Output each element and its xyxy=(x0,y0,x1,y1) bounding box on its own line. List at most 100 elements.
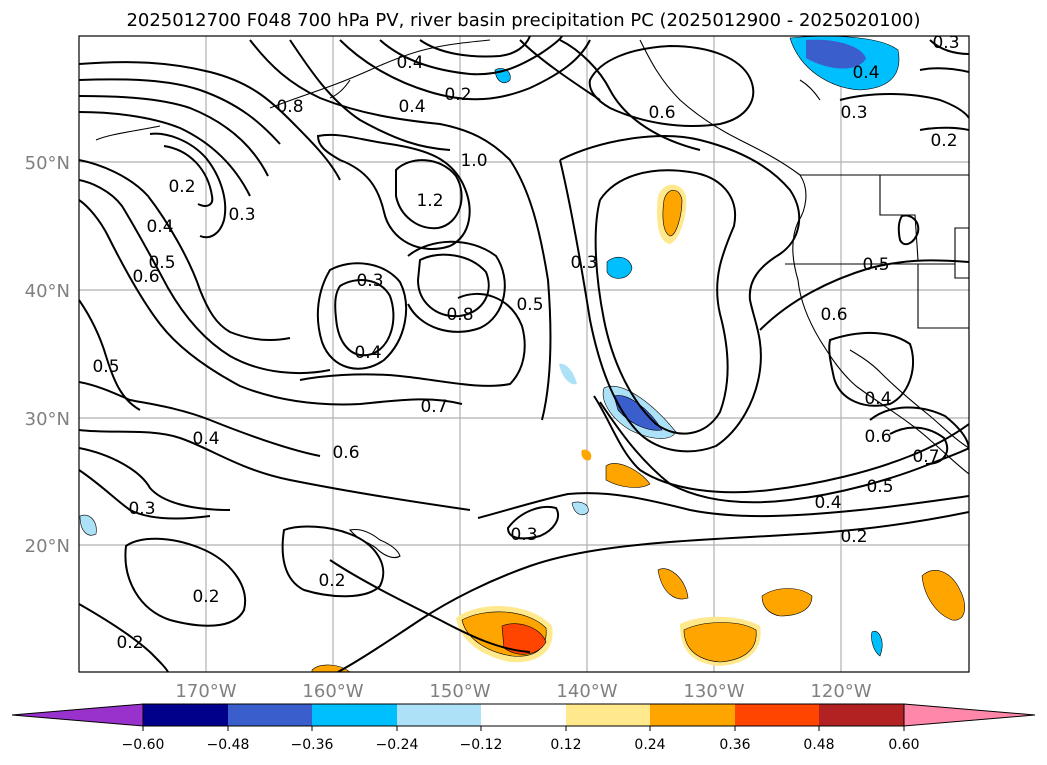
contour-line xyxy=(334,279,395,357)
contour-label: 0.4 xyxy=(146,217,173,237)
contour-line xyxy=(407,240,506,333)
contour-label: 0.4 xyxy=(354,343,381,363)
alaska-panhandle-coast xyxy=(639,39,969,475)
contour-line xyxy=(79,447,231,511)
colorbar-label: 0.60 xyxy=(888,737,919,753)
colorbar-label: −0.12 xyxy=(460,737,503,753)
contour-label: 0.3 xyxy=(228,205,255,225)
colorbar-segment xyxy=(312,704,397,726)
contour-line xyxy=(759,259,969,331)
contour-line xyxy=(889,426,949,465)
contour-label: 0.5 xyxy=(276,97,303,117)
contour-line xyxy=(869,406,969,451)
colorbar: −0.60 −0.48 −0.36 −0.24 −0.12 0.12 0.24 … xyxy=(11,703,1036,753)
colorbar-outline xyxy=(142,703,905,727)
contour-line xyxy=(828,332,915,407)
contour-line xyxy=(79,179,331,374)
contour-label: 0.2 xyxy=(444,85,471,105)
colorbar-label: 0.36 xyxy=(719,737,750,753)
contour-line xyxy=(79,199,463,406)
island-chain-1 xyxy=(95,125,161,141)
contour-line xyxy=(519,39,601,101)
contour-line xyxy=(416,253,490,318)
contour-label: 0.4 xyxy=(852,63,879,83)
precip-blue-small-4 xyxy=(871,630,883,657)
latitude-labels: 50°N 40°N 30°N 20°N xyxy=(25,153,70,557)
precip-blue-small-3 xyxy=(79,514,97,536)
contour-labels: 0.2 0.3 0.4 0.5 0.6 0.5 0.8 0.4 0.3 0.5 … xyxy=(92,33,959,653)
colorbar-segment xyxy=(735,704,819,726)
precip-navy-top xyxy=(806,39,866,69)
colorbar-segment xyxy=(819,704,904,726)
contour-label: 0.8 xyxy=(446,305,473,325)
contour-line xyxy=(281,525,385,598)
contour-label: 0.3 xyxy=(570,253,597,273)
contour-label: 0.7 xyxy=(912,447,939,467)
colorbar-segment xyxy=(143,704,228,726)
contour-label: 0.2 xyxy=(168,177,195,197)
contour-label: 0.2 xyxy=(192,587,219,607)
contour-line xyxy=(163,145,214,207)
contour-line xyxy=(593,395,969,494)
colorbar-label: 0.24 xyxy=(634,737,665,753)
contour-label: 0.5 xyxy=(516,295,543,315)
contour-label: 0.2 xyxy=(840,527,867,547)
lat-label: 20°N xyxy=(25,536,70,557)
contour-line xyxy=(299,292,526,387)
lon-label: 150°W xyxy=(429,681,490,702)
contour-line xyxy=(919,67,969,73)
contour-line xyxy=(337,511,969,672)
contour-line xyxy=(929,39,969,55)
lon-label: 170°W xyxy=(175,681,236,702)
contour-line xyxy=(149,132,227,239)
contour-line xyxy=(395,159,463,230)
border-state-3 xyxy=(917,264,969,329)
map-title: 2025012700 F048 700 hPa PV, river basin … xyxy=(126,10,921,31)
aleutian-coast xyxy=(269,39,491,109)
pv-contours xyxy=(79,36,969,672)
contour-line xyxy=(588,44,755,127)
contour-label: 1.2 xyxy=(416,191,443,211)
precip-orange-small xyxy=(581,449,592,461)
contour-label: 0.3 xyxy=(440,219,467,239)
contour-label: 0.2 xyxy=(318,571,345,591)
lat-label: 40°N xyxy=(25,281,70,302)
contour-label: 0.2 xyxy=(116,633,143,653)
colorbar-segment xyxy=(566,704,650,726)
contour-line xyxy=(839,93,969,119)
contour-label: 0.4 xyxy=(396,53,423,73)
precip-orange-18n-east xyxy=(921,570,965,621)
contour-line xyxy=(506,506,559,540)
contour-line xyxy=(559,39,701,151)
lat-label: 30°N xyxy=(25,409,70,430)
contour-label: 0.3 xyxy=(932,33,959,53)
precip-orange-13n-core xyxy=(683,622,757,663)
contour-label: 0.5 xyxy=(866,477,893,497)
lon-label: 140°W xyxy=(556,681,617,702)
precip-blue-small-2 xyxy=(571,501,589,515)
precip-orange-46n-core xyxy=(662,189,683,237)
contour-line xyxy=(79,78,281,145)
colorbar-extend-high xyxy=(903,703,1036,727)
contour-label: 0.3 xyxy=(356,271,383,291)
contour-line xyxy=(79,603,169,672)
colorbar-segment xyxy=(650,704,735,726)
contour-line xyxy=(897,214,920,246)
contour-label: 0.6 xyxy=(332,443,359,463)
contour-line xyxy=(79,159,291,341)
graticule xyxy=(79,36,969,672)
contour-line xyxy=(79,381,321,457)
precip-blue-42n xyxy=(606,256,633,279)
contour-line xyxy=(316,262,407,370)
colorbar-label: −0.36 xyxy=(291,737,334,753)
contour-line xyxy=(79,61,341,181)
contour-line xyxy=(379,36,563,76)
colorbar-label: 0.48 xyxy=(803,737,834,753)
contour-line xyxy=(79,95,269,177)
contour-line xyxy=(477,492,969,519)
contour-line xyxy=(79,469,211,520)
precip-orange-17n xyxy=(657,568,689,600)
precip-orange-16n xyxy=(761,588,813,617)
contour-label: 0.4 xyxy=(814,493,841,513)
lon-label: 160°W xyxy=(302,681,363,702)
